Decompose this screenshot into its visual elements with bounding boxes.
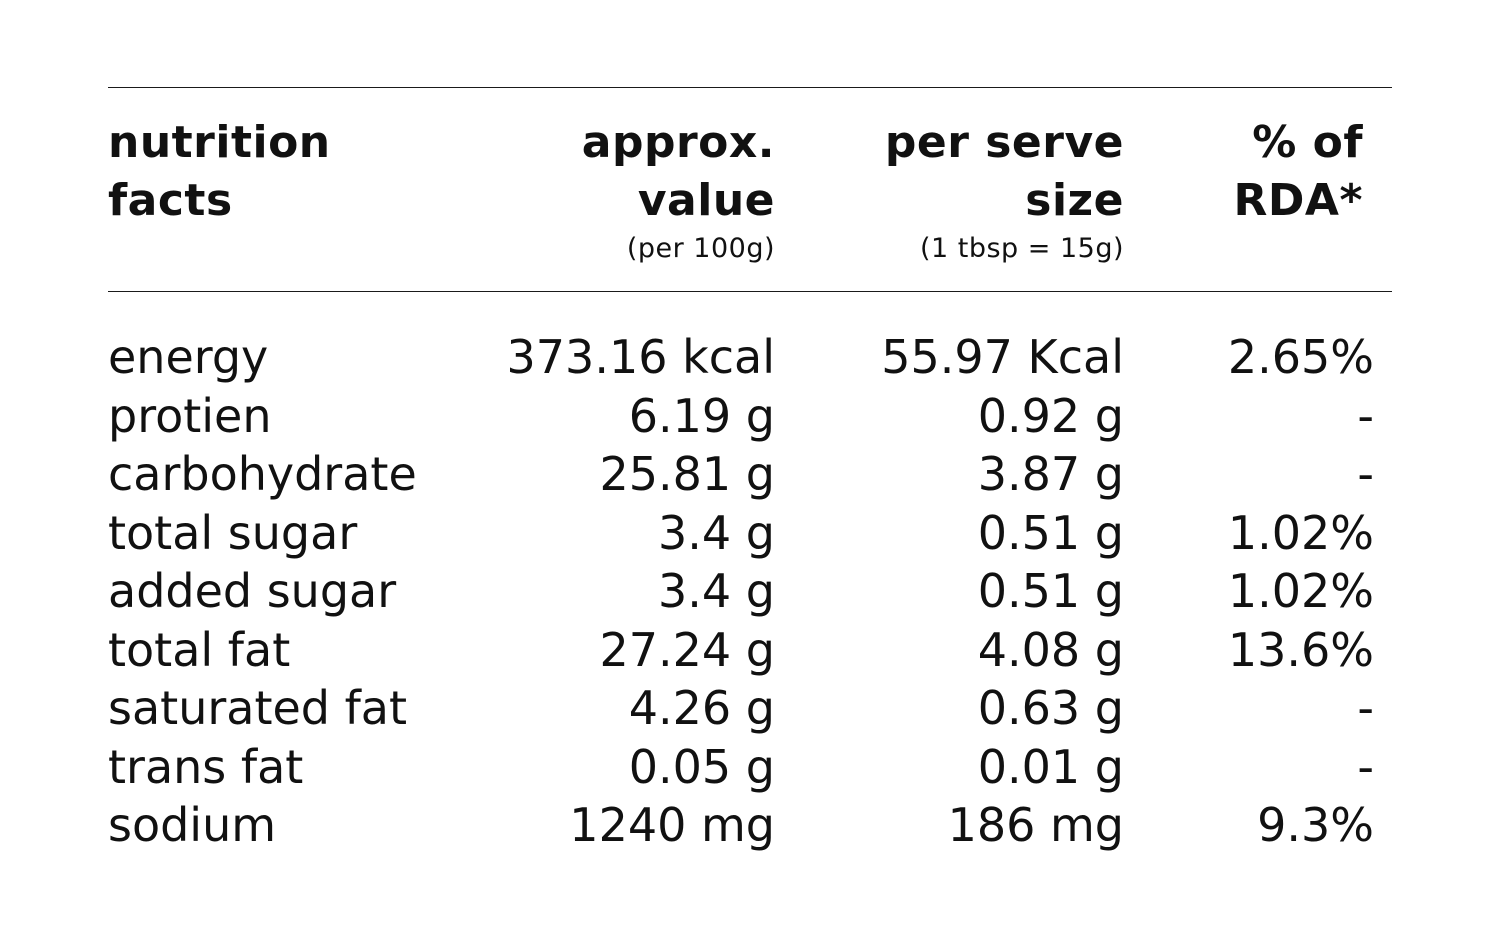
value-per-100g: 25.81 g — [599, 447, 775, 501]
value-rda: - — [1357, 447, 1374, 501]
header-line: % of — [1252, 117, 1363, 168]
table-row: carbohydrate 25.81 g 3.87 g - — [108, 445, 1392, 504]
value-per-100g: 27.24 g — [599, 622, 775, 677]
header-subtitle: (1 tbsp = 15g) — [919, 233, 1124, 264]
value-per-100g: 4.26 g — [628, 681, 775, 735]
value-rda: 1.02% — [1227, 505, 1374, 560]
value-rda: - — [1357, 739, 1374, 794]
value-per-serve: 4.08 g — [977, 622, 1124, 677]
table-row: saturated fat 4.26 g 0.63 g - — [108, 679, 1392, 738]
header-line: nutrition — [108, 117, 331, 168]
nutrient-name: saturated fat — [108, 681, 408, 735]
header-line: RDA* — [1233, 175, 1363, 226]
table-row: energy 373.16 kcal 55.97 Kcal 2.65% — [108, 328, 1392, 387]
nutrient-name: carbohydrate — [108, 447, 417, 501]
table-row: protien 6.19 g 0.92 g - — [108, 387, 1392, 446]
header-line: size — [1025, 175, 1124, 226]
header-line: per serve — [884, 117, 1124, 168]
table-row: total sugar 3.4 g 0.51 g 1.02% — [108, 504, 1392, 563]
value-rda: - — [1357, 388, 1374, 443]
nutrition-table: nutrition facts approx. value (per 100g)… — [108, 87, 1392, 292]
value-per-serve: 0.63 g — [977, 681, 1124, 735]
table-body: energy 373.16 kcal 55.97 Kcal 2.65% prot… — [108, 328, 1392, 855]
value-per-100g: 373.16 kcal — [506, 330, 775, 384]
header-per-serve-size: per serve size (1 tbsp = 15g) — [885, 114, 1124, 266]
nutrient-name: total fat — [108, 622, 291, 677]
header-approx-value: approx. value (per 100g) — [582, 114, 775, 266]
nutrient-name: added sugar — [108, 564, 397, 618]
value-rda: 13.6% — [1227, 622, 1374, 677]
header-subtitle: (per 100g) — [626, 233, 775, 264]
header-line: facts — [108, 175, 233, 226]
nutrient-name: protien — [108, 388, 272, 443]
value-per-100g: 0.05 g — [628, 739, 775, 794]
value-per-serve: 3.87 g — [977, 447, 1124, 501]
value-per-serve: 0.01 g — [977, 739, 1124, 794]
value-per-100g: 1240 mg — [569, 798, 775, 852]
value-per-100g: 3.4 g — [658, 564, 775, 618]
header-line: value — [637, 175, 775, 226]
value-per-100g: 3.4 g — [658, 505, 775, 560]
value-per-serve: 186 mg — [947, 798, 1124, 852]
nutrient-name: total sugar — [108, 505, 358, 560]
table-header: nutrition facts approx. value (per 100g)… — [108, 88, 1392, 291]
table-row: trans fat 0.05 g 0.01 g - — [108, 738, 1392, 797]
nutrient-name: trans fat — [108, 739, 304, 794]
table-row: total fat 27.24 g 4.08 g 13.6% — [108, 621, 1392, 680]
value-rda: 2.65% — [1227, 330, 1374, 384]
value-rda: - — [1357, 681, 1374, 735]
value-rda: 1.02% — [1227, 564, 1374, 618]
value-per-100g: 6.19 g — [628, 388, 775, 443]
table-row: added sugar 3.4 g 0.51 g 1.02% — [108, 562, 1392, 621]
value-per-serve: 0.51 g — [977, 505, 1124, 560]
header-nutrition-facts: nutrition facts — [108, 114, 331, 230]
header-line: approx. — [581, 117, 775, 168]
nutrient-name: sodium — [108, 798, 277, 852]
nutrient-name: energy — [108, 330, 269, 384]
value-rda: 9.3% — [1257, 798, 1374, 852]
value-per-serve: 0.92 g — [977, 388, 1124, 443]
value-per-serve: 55.97 Kcal — [881, 330, 1124, 384]
value-per-serve: 0.51 g — [977, 564, 1124, 618]
header-divider — [108, 291, 1392, 292]
table-row: sodium 1240 mg 186 mg 9.3% — [108, 796, 1392, 855]
header-rda: % of RDA* — [1234, 114, 1363, 230]
top-divider — [108, 87, 1392, 88]
